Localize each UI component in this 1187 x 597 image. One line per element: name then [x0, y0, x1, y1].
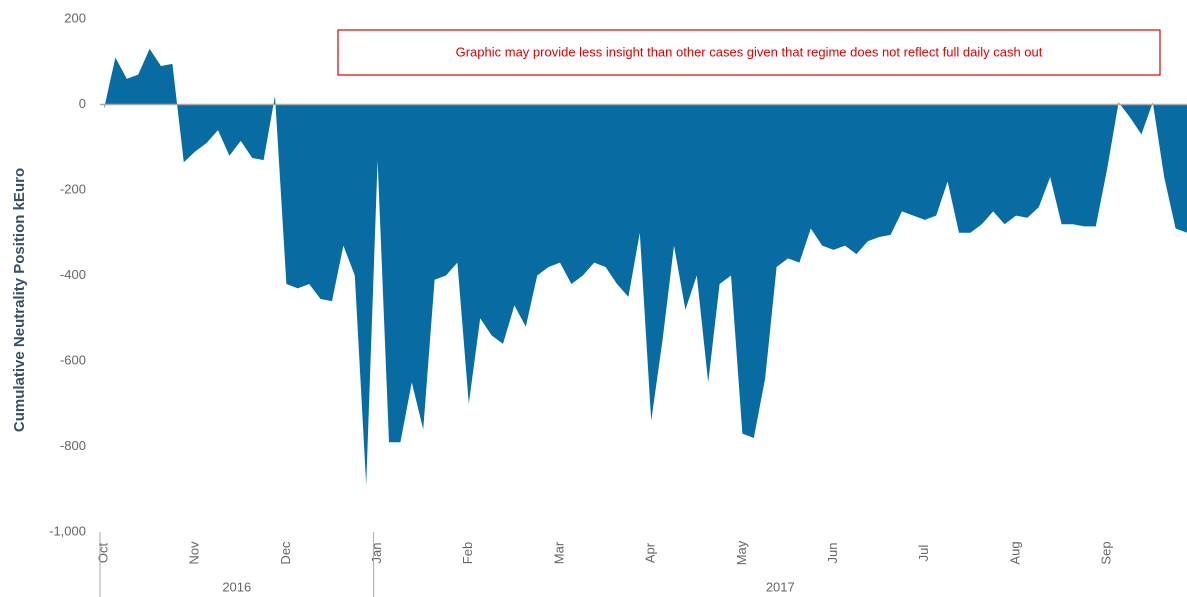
y-tick-label: -200: [60, 181, 86, 196]
x-tick-label: Feb: [460, 542, 475, 564]
x-tick-label: Jan: [369, 543, 384, 564]
y-tick-label: 200: [64, 10, 86, 25]
y-axis-label: Cumulative Neutrality Position kEuro: [11, 168, 28, 432]
y-tick-label: -800: [60, 438, 86, 453]
x-tick-label: Dec: [278, 541, 293, 565]
x-tick-label: Mar: [551, 541, 566, 564]
x-tick-label: Nov: [187, 541, 202, 565]
year-label: 2016: [222, 579, 251, 594]
year-label: 2017: [766, 579, 795, 594]
y-tick-label: 0: [79, 96, 86, 111]
area: [104, 48, 1187, 485]
annotation: Graphic may provide less insight than ot…: [456, 44, 1043, 59]
annotation-box: [337, 29, 1161, 76]
x-tick-label: Jul: [916, 545, 931, 562]
x-tick-label: Jun: [825, 543, 840, 564]
y-tick-label: -600: [60, 352, 86, 367]
x-tick-label: Apr: [643, 542, 658, 563]
x-tick-label: Oct: [95, 543, 110, 564]
x-tick-label: Sep: [1099, 541, 1114, 564]
y-tick-label: -400: [60, 267, 86, 282]
x-tick-label: Aug: [1007, 541, 1022, 564]
x-tick-label: May: [734, 540, 749, 565]
y-tick-label: -1,000: [49, 523, 86, 538]
